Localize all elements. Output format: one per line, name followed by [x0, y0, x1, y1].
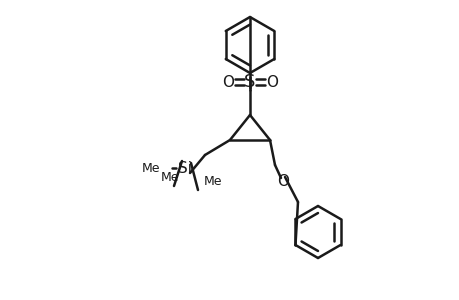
- Text: Me: Me: [203, 175, 222, 188]
- Text: Me: Me: [160, 171, 179, 184]
- Text: O: O: [222, 74, 234, 89]
- Text: O: O: [265, 74, 277, 89]
- Text: S: S: [244, 73, 255, 91]
- Text: Me: Me: [141, 161, 160, 175]
- Text: O: O: [276, 175, 288, 190]
- Text: Si: Si: [178, 160, 191, 175]
